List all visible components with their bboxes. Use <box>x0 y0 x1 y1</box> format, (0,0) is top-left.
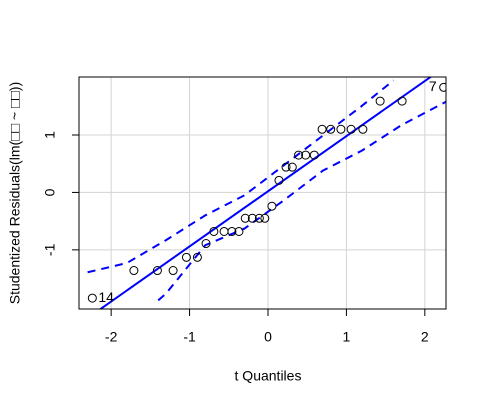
data-point <box>87 293 97 303</box>
data-point <box>287 162 297 172</box>
data-point <box>294 150 304 160</box>
data-point <box>267 201 277 211</box>
reference-line <box>98 77 433 309</box>
data-point <box>129 266 139 276</box>
y-axis-label: Studentized Residuals(lm(□□ ~ □□)) <box>7 82 23 305</box>
data-point <box>240 213 250 223</box>
data-point <box>227 226 237 236</box>
data-point <box>209 226 219 236</box>
data-point <box>254 213 264 223</box>
y-tick-label: -1 <box>42 243 58 256</box>
data-point <box>397 96 407 106</box>
point-label: 14 <box>98 289 114 305</box>
data-point <box>281 162 291 172</box>
data-point <box>274 175 284 185</box>
y-tick-label: 1 <box>42 131 58 139</box>
point-label: 7 <box>429 78 437 94</box>
plot-area <box>87 77 446 309</box>
x-axis-label: t Quantiles <box>235 368 302 384</box>
plot-frame <box>78 76 447 310</box>
data-point <box>336 124 346 134</box>
data-point <box>317 124 327 134</box>
data-point <box>168 266 178 276</box>
y-tick-label: 0 <box>42 188 58 196</box>
x-tick-label: 1 <box>343 329 351 345</box>
data-point <box>219 226 229 236</box>
data-point <box>181 252 191 262</box>
data-point <box>358 124 368 134</box>
data-point <box>234 226 244 236</box>
data-point <box>201 239 211 249</box>
confidence-envelope <box>87 79 395 274</box>
x-tick-label: 2 <box>421 329 429 345</box>
data-point <box>375 96 385 106</box>
data-point <box>260 213 270 223</box>
data-point <box>439 82 446 92</box>
data-point <box>247 213 257 223</box>
axes: -2 -1 0 1 2 -1 0 1 <box>42 131 429 345</box>
x-tick-label: -2 <box>105 329 118 345</box>
data-point <box>346 124 356 134</box>
data-point <box>152 266 162 276</box>
data-point <box>326 124 336 134</box>
confidence-envelope <box>157 100 446 302</box>
data-point <box>192 252 202 262</box>
x-tick-label: 0 <box>264 329 272 345</box>
data-point <box>309 150 319 160</box>
grid <box>79 77 446 309</box>
x-tick-label: -1 <box>183 329 196 345</box>
data-point <box>301 150 311 160</box>
